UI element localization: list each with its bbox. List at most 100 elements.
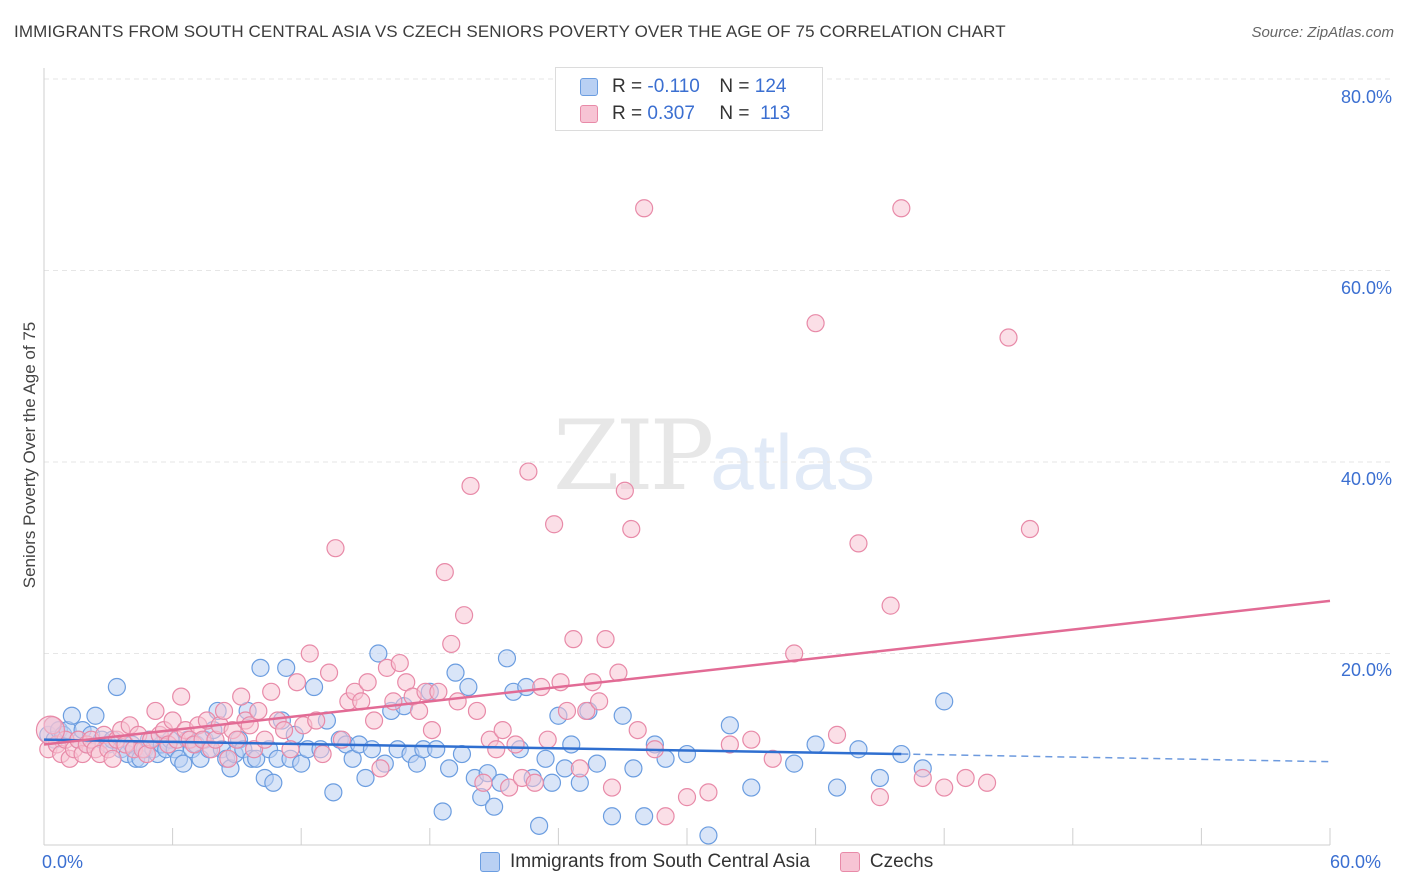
watermark-zip: ZIP — [553, 400, 714, 512]
point-czechs — [720, 735, 739, 754]
point-czechs — [742, 730, 761, 749]
y-axis-label: Seniors Poverty Over the Age of 75 — [20, 321, 40, 589]
point-south-central-asia — [613, 706, 632, 725]
point-czechs — [763, 749, 782, 768]
point-south-central-asia — [304, 677, 324, 697]
point-czechs — [172, 687, 191, 706]
point-czechs — [274, 720, 294, 740]
legend-row-blue: R = -0.110 N = 124 — [580, 74, 786, 100]
point-czechs — [590, 692, 609, 711]
point-south-central-asia — [677, 744, 697, 764]
point-south-central-asia — [806, 735, 825, 754]
x-tick-label-max: 60.0% — [1330, 852, 1382, 872]
axes — [43, 68, 1331, 846]
point-czechs — [956, 768, 975, 788]
point-south-central-asia — [427, 740, 446, 759]
point-south-central-asia — [356, 768, 375, 788]
point-czechs — [999, 328, 1018, 347]
point-czechs — [487, 740, 506, 759]
legend-item-czechs: Czechs — [839, 851, 934, 873]
point-czechs — [677, 788, 697, 807]
trend-line-czechs — [43, 599, 1331, 746]
point-czechs — [622, 519, 641, 539]
point-czechs — [635, 199, 654, 218]
legend-r-value-pink: 0.307 — [647, 103, 695, 124]
y-tick-label-60: 60.0% — [1340, 278, 1392, 298]
point-czechs — [849, 534, 868, 553]
point-czechs — [313, 744, 332, 764]
point-south-central-asia — [277, 658, 296, 677]
point-czechs — [892, 199, 911, 218]
point-south-central-asia — [107, 677, 126, 697]
point-czechs — [422, 720, 442, 740]
point-czechs — [232, 687, 251, 706]
legend-r-label: R = — [612, 76, 643, 97]
point-czechs — [409, 701, 429, 721]
point-czechs — [977, 773, 997, 792]
point-south-central-asia — [433, 802, 452, 821]
point-czechs — [249, 701, 268, 721]
point-czechs — [307, 711, 326, 730]
point-czechs — [442, 634, 461, 654]
point-south-central-asia — [324, 783, 343, 802]
point-czechs — [326, 539, 345, 558]
point-czechs — [219, 749, 238, 768]
point-czechs — [870, 788, 890, 807]
legend-n-value-pink: 113 — [760, 103, 791, 124]
point-south-central-asia — [530, 816, 549, 835]
trend-line-south-central-asia-extrapolated — [901, 753, 1331, 763]
x-tick-label-min: 0.0% — [42, 852, 84, 872]
point-czechs — [493, 720, 512, 740]
point-south-central-asia — [62, 706, 81, 725]
point-czechs — [364, 711, 384, 730]
point-czechs — [255, 730, 274, 749]
point-czechs — [227, 730, 246, 749]
legend-swatch-blue — [580, 78, 598, 96]
point-czechs — [448, 692, 467, 711]
legend-label-south-central-asia: Immigrants from South Central Asia — [510, 851, 810, 872]
point-south-central-asia — [870, 768, 890, 788]
y-tick-label-40: 40.0% — [1340, 469, 1392, 489]
legend-swatch-blue — [480, 852, 500, 872]
point-czechs — [785, 644, 804, 663]
point-south-central-asia — [587, 754, 607, 773]
legend-r-value-blue: -0.110 — [647, 76, 700, 97]
point-south-central-asia — [624, 759, 643, 778]
legend-r-label: R = — [612, 103, 643, 124]
point-czechs — [500, 778, 519, 797]
point-czechs — [602, 778, 622, 797]
point-czechs — [615, 481, 634, 500]
point-czechs — [656, 807, 675, 826]
point-czechs — [577, 701, 596, 721]
legend-label-czechs: Czechs — [869, 851, 934, 872]
point-czechs — [214, 701, 234, 721]
point-czechs — [557, 701, 577, 721]
point-czechs — [300, 644, 319, 663]
point-south-central-asia — [602, 807, 622, 826]
point-south-central-asia — [86, 706, 105, 725]
point-czechs — [564, 630, 583, 649]
legend-n-label: N = — [719, 76, 750, 97]
point-south-central-asia — [264, 773, 283, 792]
point-south-central-asia — [827, 778, 847, 797]
series-pink-points — [35, 199, 1040, 826]
point-czechs — [358, 673, 377, 692]
trend-lines — [43, 599, 1331, 763]
point-czechs — [1020, 519, 1040, 539]
point-south-central-asia — [497, 649, 517, 668]
point-south-central-asia — [542, 773, 562, 792]
point-czechs — [913, 768, 932, 788]
point-czechs — [474, 773, 493, 792]
point-south-central-asia — [251, 658, 270, 677]
legend-n-label: N = — [719, 103, 750, 124]
point-south-central-asia — [536, 749, 555, 768]
point-czechs — [699, 783, 718, 802]
legend-n-value-blue: 124 — [754, 76, 787, 97]
y-tick-label-20: 20.0% — [1340, 660, 1392, 680]
grid — [44, 78, 1392, 654]
point-south-central-asia — [459, 677, 478, 697]
point-south-central-asia — [362, 740, 382, 759]
point-czechs — [461, 476, 480, 496]
trend-line-south-central-asia — [43, 738, 902, 756]
